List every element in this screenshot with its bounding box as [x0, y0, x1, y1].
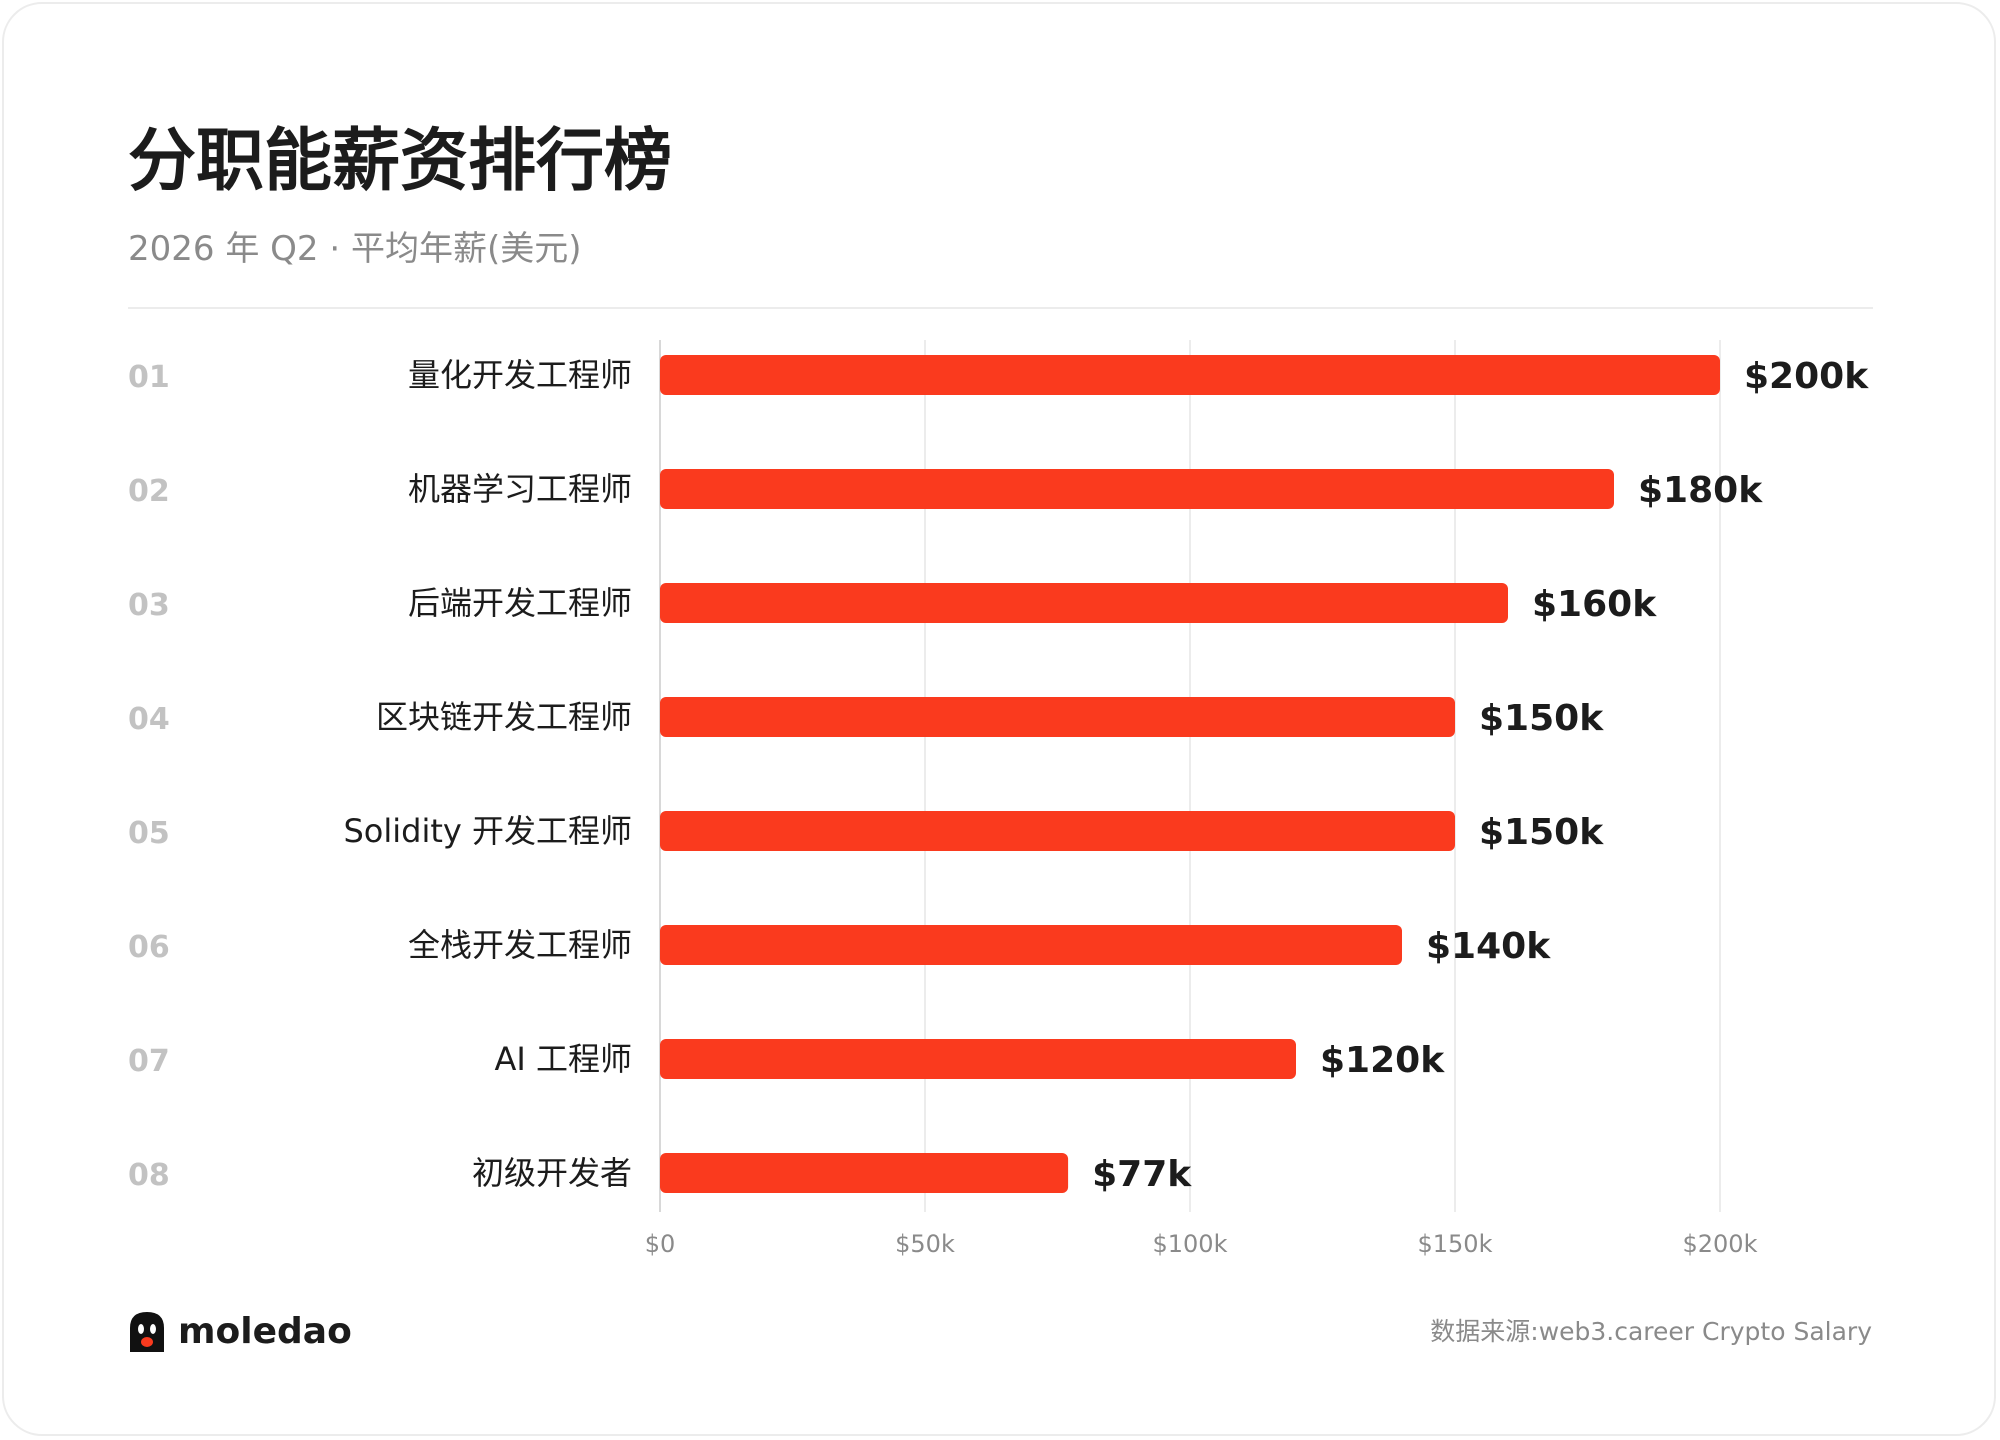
bar	[660, 1039, 1296, 1079]
bar	[660, 1153, 1069, 1193]
page-subtitle: 2026 年 Q2 · 平均年薪(美元)	[128, 229, 582, 269]
bar	[660, 469, 1614, 509]
rank-label: 05	[128, 816, 170, 851]
header-divider	[128, 307, 1873, 309]
value-label: $180k	[1638, 470, 1763, 511]
category-label: 机器学习工程师	[408, 470, 632, 508]
category-label: 后端开发工程师	[408, 584, 632, 622]
page-title: 分职能薪资排行榜	[128, 122, 673, 201]
bar	[660, 583, 1508, 623]
value-label: $77k	[1092, 1154, 1192, 1195]
value-label: $150k	[1479, 698, 1604, 739]
rank-label: 04	[128, 702, 170, 737]
x-tick-label: $0	[645, 1230, 676, 1258]
category-label: 初级开发者	[472, 1154, 632, 1192]
x-tick-label: $200k	[1683, 1230, 1758, 1258]
rank-label: 01	[128, 360, 170, 395]
mole-logo-icon	[130, 1312, 164, 1352]
x-tick-label: $150k	[1418, 1230, 1493, 1258]
category-label: 量化开发工程师	[408, 356, 632, 394]
rank-label: 06	[128, 930, 170, 965]
rank-label: 02	[128, 474, 170, 509]
value-label: $150k	[1479, 812, 1604, 853]
bar	[660, 697, 1455, 737]
bar	[660, 925, 1402, 965]
bar	[660, 355, 1720, 395]
rank-label: 03	[128, 588, 170, 623]
category-label: Solidity 开发工程师	[343, 812, 632, 850]
category-label: 区块链开发工程师	[376, 698, 632, 736]
x-tick-label: $100k	[1153, 1230, 1228, 1258]
x-tick-label: $50k	[895, 1230, 955, 1258]
brand-name: moledao	[178, 1311, 352, 1352]
brand-logo: moledao	[128, 1308, 352, 1356]
bar	[660, 811, 1455, 851]
rank-label: 07	[128, 1044, 170, 1079]
value-label: $120k	[1320, 1040, 1445, 1081]
value-label: $140k	[1426, 926, 1551, 967]
data-source: 数据来源:web3.career Crypto Salary	[1430, 1317, 1872, 1346]
value-label: $160k	[1532, 584, 1657, 625]
category-label: AI 工程师	[494, 1040, 632, 1078]
rank-label: 08	[128, 1158, 170, 1193]
value-label: $200k	[1744, 356, 1869, 397]
category-label: 全栈开发工程师	[408, 926, 632, 964]
